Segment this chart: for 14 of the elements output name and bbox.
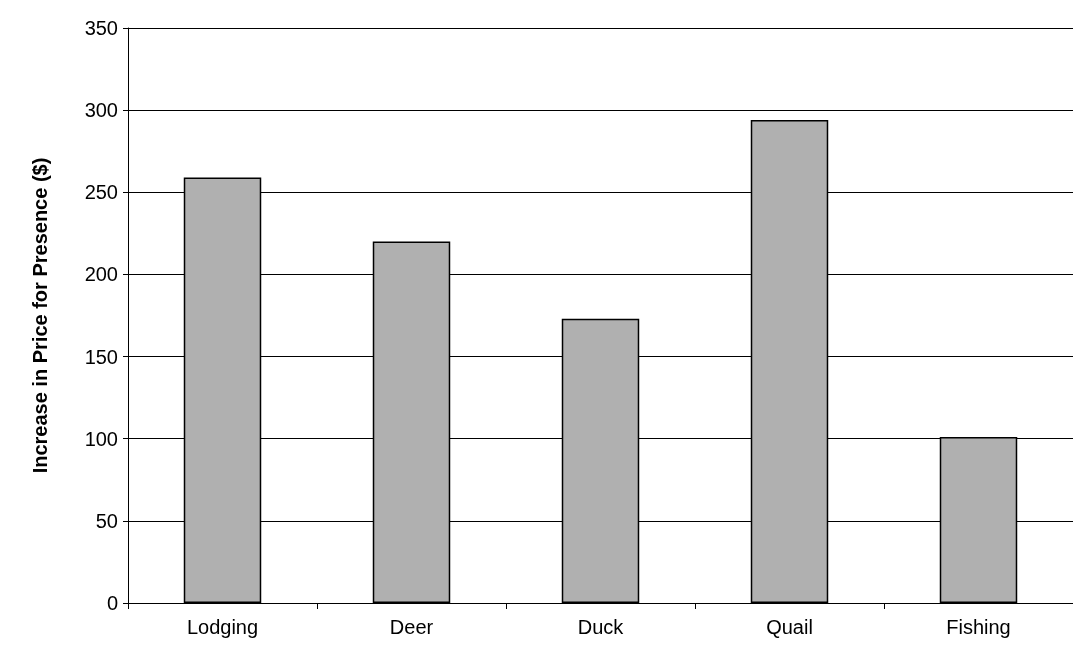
- y-tick-label: 300: [84, 99, 118, 122]
- y-tick-label: 0: [106, 592, 118, 614]
- y-tick-label: 150: [84, 345, 118, 368]
- x-tick-label: Lodging: [186, 616, 259, 638]
- y-tick-label: 350: [84, 17, 118, 39]
- x-tick-label: Quail: [766, 616, 813, 638]
- y-tick-label: 200: [84, 263, 118, 286]
- y-tick-label: 250: [84, 181, 118, 204]
- y-tick-label: 50: [95, 509, 118, 532]
- x-tick-label: Duck: [577, 616, 625, 638]
- x-tick-label: Fishing: [946, 616, 1011, 638]
- y-axis-title: Increase in Price for Presence ($): [29, 157, 51, 474]
- x-tick-label: Deer: [389, 616, 434, 638]
- y-tick-label: 100: [84, 427, 118, 450]
